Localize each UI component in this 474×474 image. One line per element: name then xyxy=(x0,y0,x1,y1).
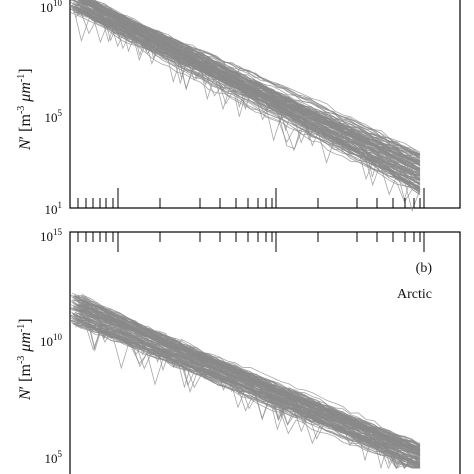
panel-bottom-sample-curve-112 xyxy=(70,295,421,455)
panel-bottom-ylabel: N′ [m-3 μm-1] xyxy=(16,318,34,401)
panel-bottom-frame xyxy=(69,231,461,474)
panel-bottom-sample-curve-119 xyxy=(74,301,421,450)
panel-bottom-sample-curve-101 xyxy=(78,308,421,457)
panel-top-sample-curve-90 xyxy=(69,5,421,155)
panel-top-ytick-label-1: 105 xyxy=(45,108,63,125)
panel-top-ticks xyxy=(77,188,425,208)
panel-top-sample-curve-105 xyxy=(88,0,421,155)
panel-top-sample-curve-108 xyxy=(75,7,421,193)
panel-top-ylabel: N′ [m-3 μm-1] xyxy=(16,68,34,151)
panel-bottom-title: Arctic xyxy=(397,287,432,302)
panel-top-sample-curve-3 xyxy=(74,10,421,194)
panel-bottom-sample-curve-110 xyxy=(79,315,421,469)
panel-bottom-sample-curve-113 xyxy=(78,309,421,464)
panel-top-curves xyxy=(69,0,421,213)
panel-bottom-sample-curve-114 xyxy=(74,322,421,463)
panel-bottom-ytick-label-1: 1010 xyxy=(40,332,63,349)
panel-top-sample-curve-102 xyxy=(74,9,421,190)
panel-bottom-ytick-label-2: 105 xyxy=(45,449,63,466)
panel-bottom-ticks xyxy=(77,232,425,252)
panel-bottom-id: (b) xyxy=(416,261,433,276)
panel-bottom-sample-curve-118 xyxy=(76,303,421,450)
panel-bottom-sample-curve-106 xyxy=(75,319,421,448)
panel-bottom: 1015 1010 105 N′ [m-3 μm-1] (b) Arctic xyxy=(16,227,461,474)
panel-top-ytick-label-2: 101 xyxy=(45,200,63,217)
panel-top: 1010 105 101 N′ [m-3 μm-1] xyxy=(16,0,461,217)
panel-top-sample-curve-114 xyxy=(87,0,421,163)
panel-top-sample-curve-117 xyxy=(77,8,421,170)
panel-top-sample-curve-118 xyxy=(79,6,421,166)
panel-bottom-sample-curve-39 xyxy=(81,295,421,445)
panel-top-ytick-label-0: 1010 xyxy=(40,0,63,15)
panel-bottom-sample-curve-117 xyxy=(75,294,421,456)
panel-bottom-ytick-label-0: 1015 xyxy=(40,227,63,244)
panel-top-sample-curve-109 xyxy=(75,6,421,175)
panel-top-sample-curve-119 xyxy=(69,1,421,182)
panel-top-sample-curve-112 xyxy=(80,0,421,153)
panel-bottom-curves xyxy=(69,292,421,470)
panel-top-frame xyxy=(69,0,461,209)
panel-bottom-sample-curve-115 xyxy=(70,320,421,469)
panel-top-sample-curve-115 xyxy=(75,5,421,169)
